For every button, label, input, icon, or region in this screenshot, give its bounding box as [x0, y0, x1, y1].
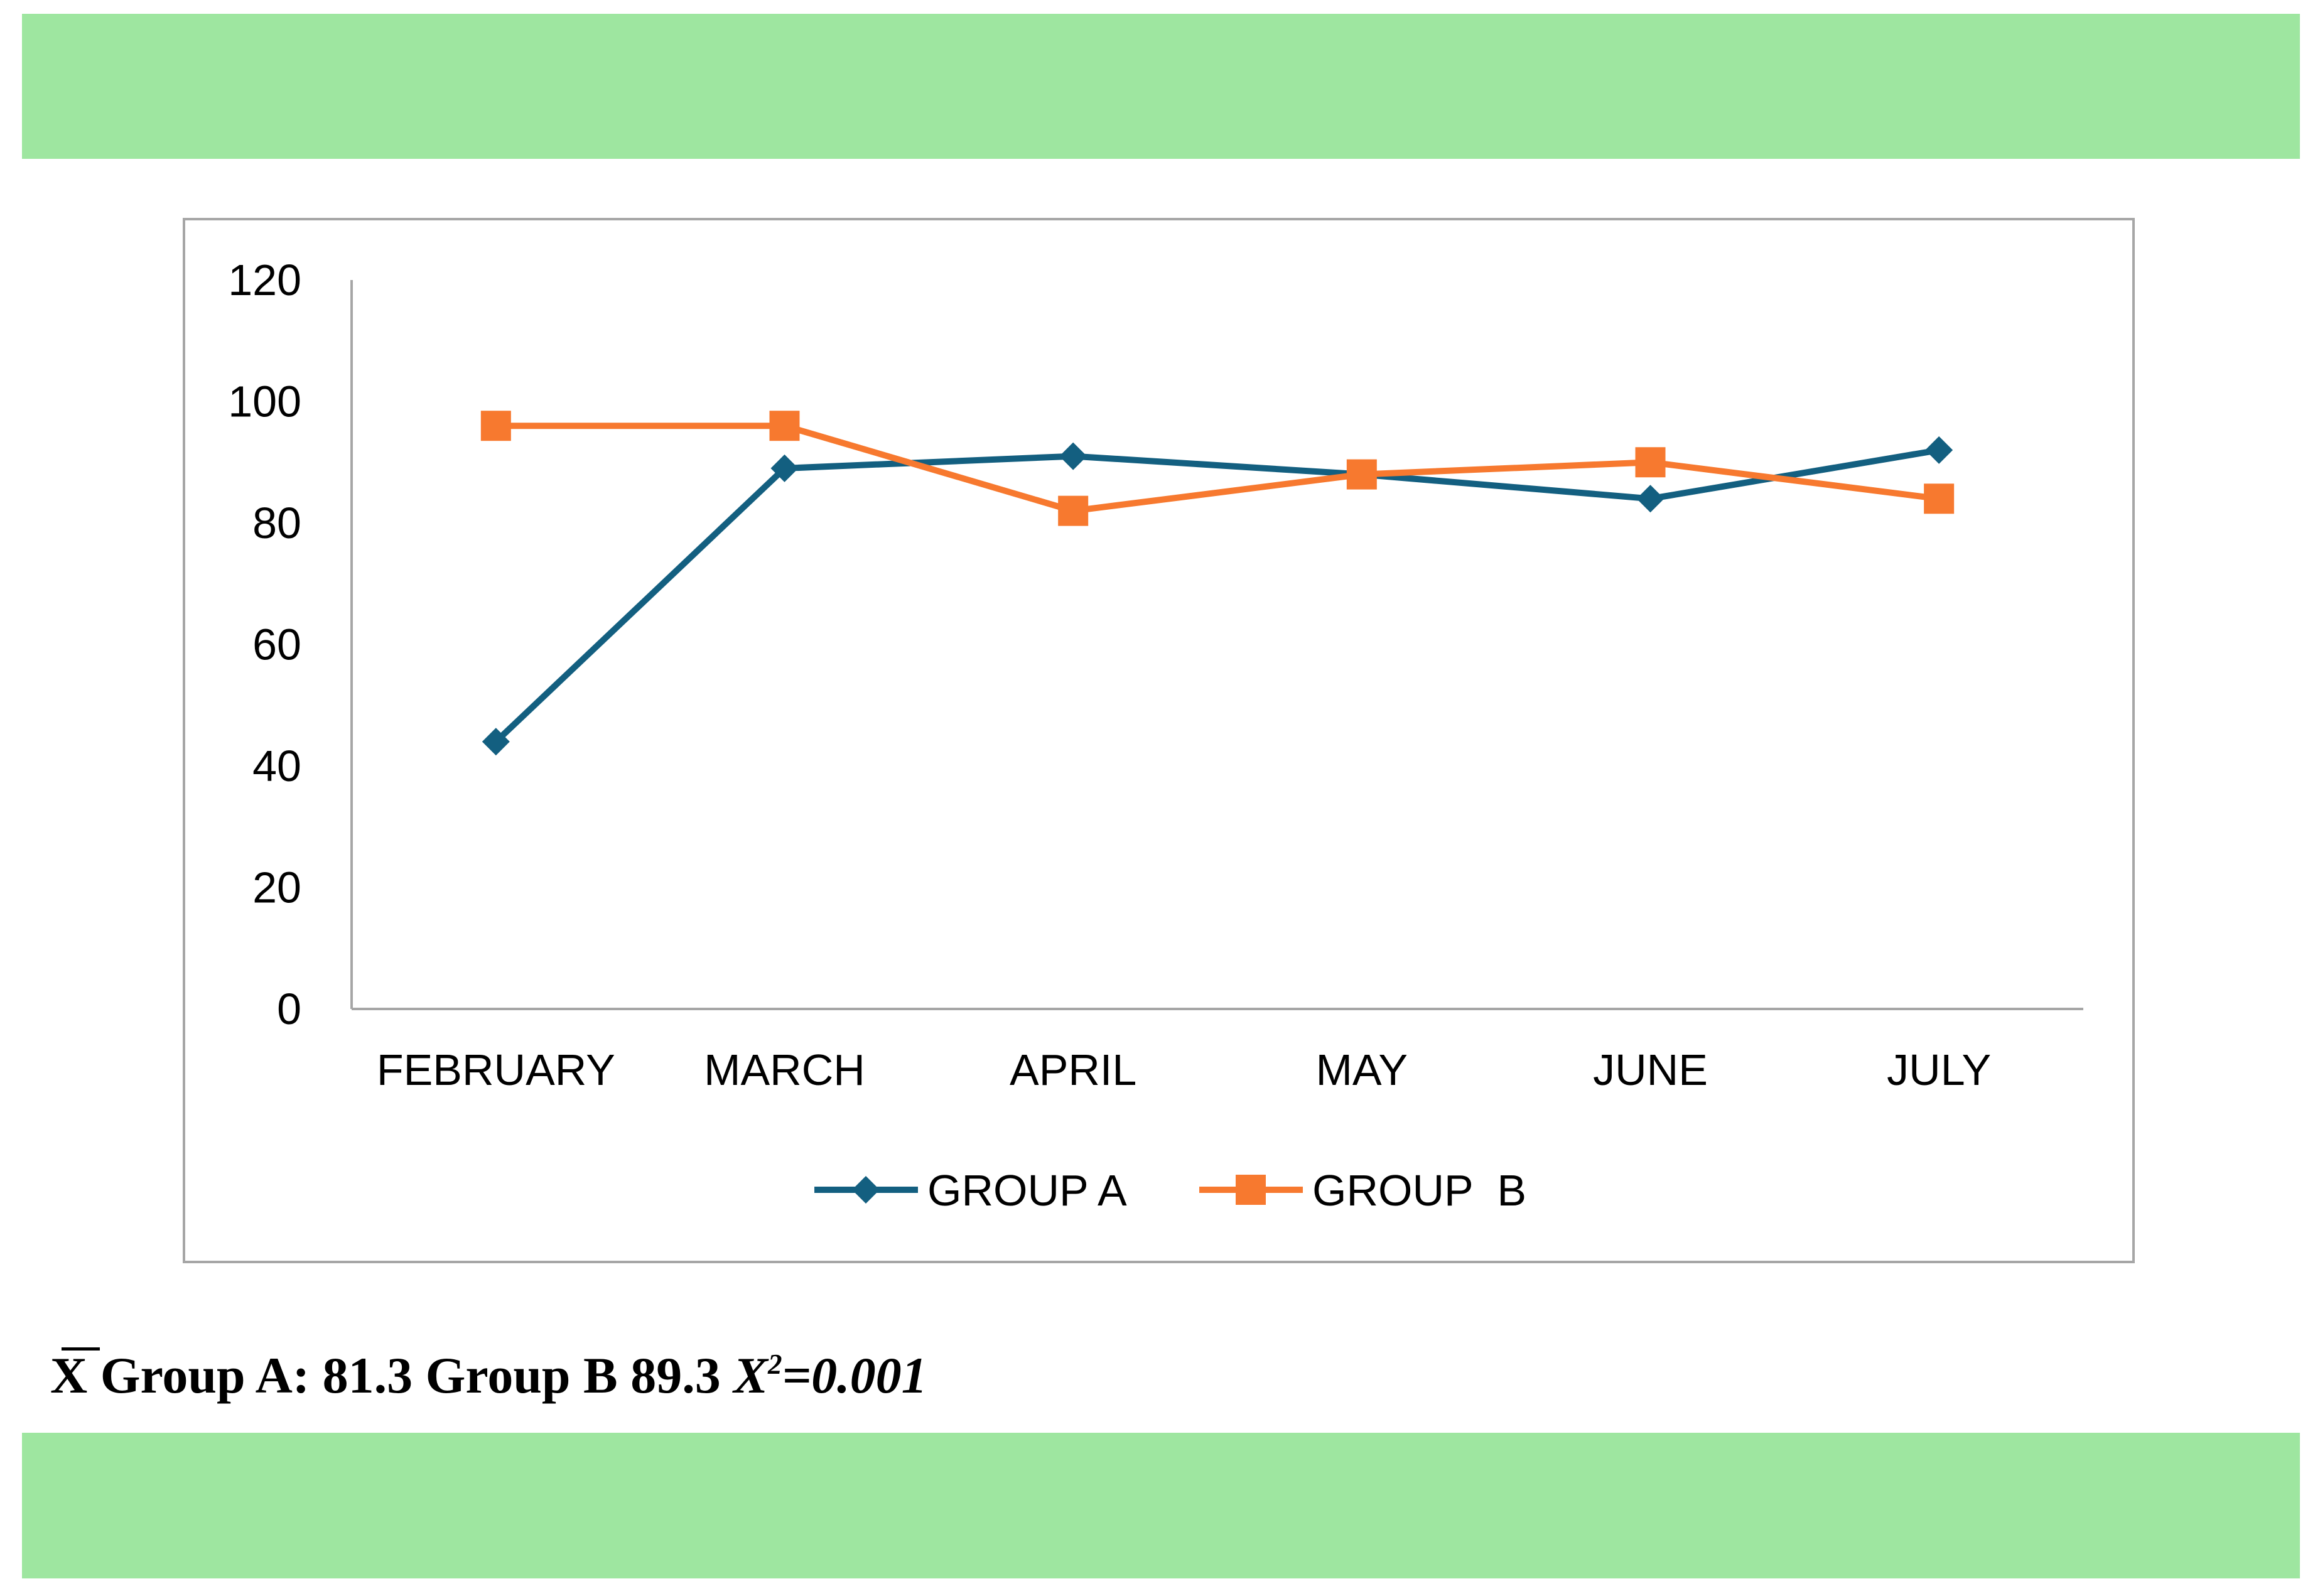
group-b-label: Group B — [425, 1347, 618, 1404]
chart-frame: 0 20 40 60 80 100 120 FEBRUARY MARCH APRIL MAY JUNE… — [183, 218, 2135, 1263]
x-tick-label: APRIL — [1010, 1045, 1136, 1094]
data-point — [1925, 436, 1953, 464]
x-tick-label: MARCH — [704, 1045, 865, 1094]
x-tick-label: MAY — [1316, 1045, 1408, 1094]
data-point — [769, 411, 800, 441]
data-point — [1059, 442, 1087, 470]
series-line — [494, 446, 1940, 744]
mean-symbol: X — [50, 1347, 100, 1404]
y-tick-label: 120 — [228, 256, 301, 305]
y-tick-label: 20 — [252, 863, 301, 912]
data-point — [1346, 459, 1377, 490]
y-tick-label: 100 — [228, 377, 301, 426]
chi-exponent: 2 — [767, 1349, 782, 1380]
x-tick-label: FEBRUARY — [377, 1045, 615, 1094]
legend-item-group-b: GROUP B — [1199, 1166, 1526, 1215]
chi-value: =0.001 — [782, 1347, 927, 1404]
series-group-a — [482, 436, 1953, 756]
series-group-b — [480, 411, 1955, 526]
x-tick-label: JULY — [1887, 1045, 1991, 1094]
group-b-mean: 89.3 — [630, 1347, 721, 1404]
y-tick-label: 40 — [252, 741, 301, 790]
data-point — [1635, 447, 1666, 478]
chi-symbol: X — [733, 1347, 768, 1404]
data-point — [482, 728, 510, 756]
legend-item-group-a: GROUP A — [814, 1166, 1127, 1215]
data-point — [480, 411, 511, 441]
statistics-footer: X Group A: 81.3 Group B 89.3 X2=0.001 — [50, 1347, 927, 1404]
y-tick-label: 80 — [252, 499, 301, 547]
line-chart: 0 20 40 60 80 100 120 FEBRUARY MARCH APRIL MAY JUNE… — [228, 256, 2083, 1215]
legend-label: GROUP B — [1312, 1166, 1526, 1215]
legend-marker — [1236, 1175, 1266, 1205]
data-point — [1924, 483, 1955, 514]
y-tick-label: 60 — [252, 620, 301, 669]
chi-square-stat: X2=0.001 — [733, 1347, 927, 1404]
data-point — [1636, 485, 1664, 513]
legend-marker — [852, 1176, 880, 1204]
bottom-green-band — [22, 1433, 2300, 1578]
legend-label: GROUP A — [927, 1166, 1127, 1215]
data-point — [770, 454, 799, 482]
group-a-label: Group A: — [100, 1347, 310, 1404]
x-tick-label: JUNE — [1593, 1045, 1708, 1094]
y-tick-label: 0 — [277, 984, 301, 1033]
group-a-mean: 81.3 — [322, 1347, 413, 1404]
data-point — [1058, 495, 1089, 526]
top-green-band — [22, 14, 2300, 159]
series-line — [495, 423, 1940, 514]
